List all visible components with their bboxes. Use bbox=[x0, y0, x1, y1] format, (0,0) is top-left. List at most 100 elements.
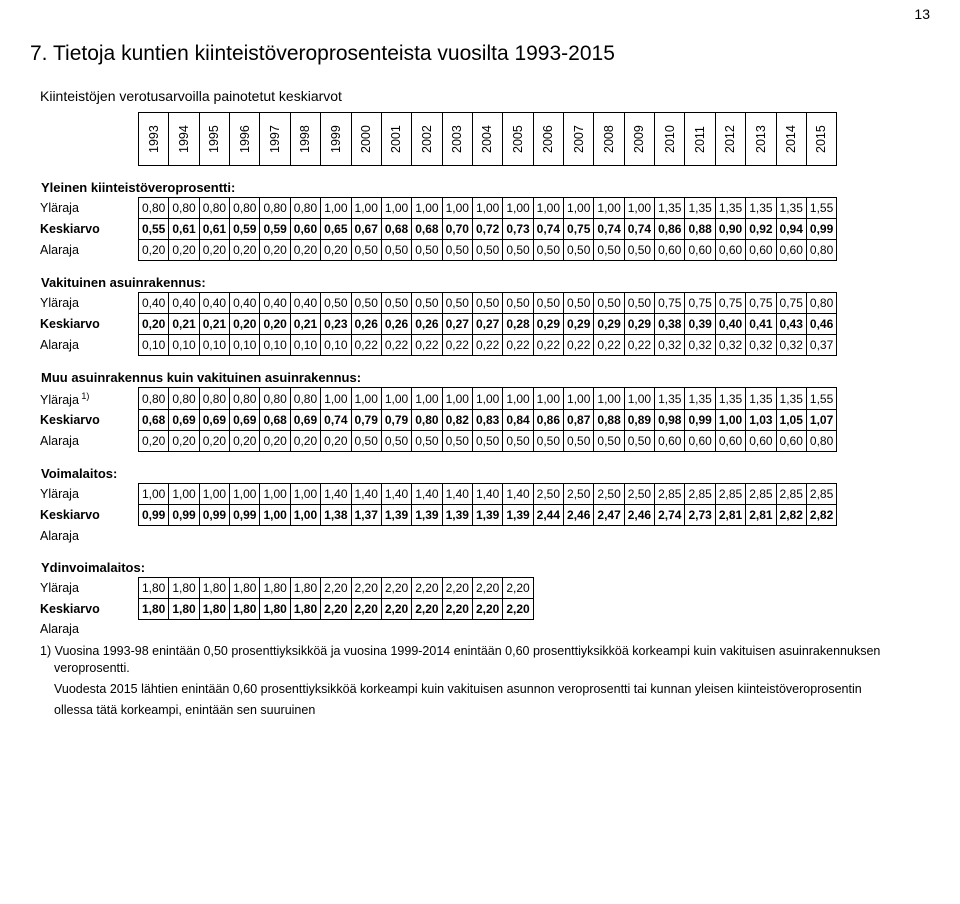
data-cell: 0,74 bbox=[624, 219, 654, 240]
section-title: Tietoja kuntien kiinteistöveroprosenteis… bbox=[53, 42, 615, 65]
data-cell: 0,69 bbox=[230, 410, 260, 431]
data-cell: 0,20 bbox=[230, 240, 260, 261]
year-header: 2006 bbox=[533, 113, 563, 166]
data-cell: 0,74 bbox=[321, 410, 351, 431]
year-header: 2009 bbox=[624, 113, 654, 166]
data-cell: 1,35 bbox=[685, 198, 715, 219]
data-cell: 0,27 bbox=[472, 314, 502, 335]
data-cell: 1,00 bbox=[412, 198, 442, 219]
data-cell: 0,46 bbox=[806, 314, 836, 335]
data-cell: 0,32 bbox=[776, 335, 806, 356]
section-heading: Voimalaitos: bbox=[40, 452, 837, 484]
year-header: 1998 bbox=[290, 113, 320, 166]
data-cell: 1,38 bbox=[321, 505, 351, 526]
data-cell: 0,88 bbox=[685, 219, 715, 240]
year-header: 2000 bbox=[351, 113, 381, 166]
data-cell bbox=[624, 526, 654, 546]
section-heading: Muu asuinrakennus kuin vakituinen asuinr… bbox=[40, 356, 837, 388]
data-cell: 0,29 bbox=[624, 314, 654, 335]
data-cell: 2,85 bbox=[746, 484, 776, 505]
data-cell: 2,47 bbox=[594, 505, 624, 526]
data-cell: 1,00 bbox=[230, 484, 260, 505]
data-cell: 0,55 bbox=[139, 219, 169, 240]
data-cell: 0,50 bbox=[594, 431, 624, 452]
data-cell: 0,50 bbox=[381, 240, 411, 261]
data-cell: 1,39 bbox=[503, 505, 533, 526]
data-cell: 0,40 bbox=[290, 293, 320, 314]
data-cell: 1,80 bbox=[290, 598, 320, 619]
data-cell: 0,40 bbox=[230, 293, 260, 314]
year-header: 1995 bbox=[199, 113, 229, 166]
row-label: Yläraja bbox=[40, 293, 139, 314]
data-cell: 1,00 bbox=[169, 484, 199, 505]
data-cell bbox=[564, 526, 594, 546]
footnote-line-1: 1) Vuosina 1993-98 enintään 0,50 prosent… bbox=[40, 643, 936, 677]
data-cell: 0,82 bbox=[442, 410, 472, 431]
data-cell: 1,03 bbox=[746, 410, 776, 431]
data-cell bbox=[472, 619, 502, 639]
year-header: 2001 bbox=[381, 113, 411, 166]
data-cell: 0,68 bbox=[381, 219, 411, 240]
data-cell: 0,21 bbox=[199, 314, 229, 335]
data-cell: 0,80 bbox=[169, 388, 199, 410]
data-cell: 0,50 bbox=[472, 293, 502, 314]
year-header: 2004 bbox=[472, 113, 502, 166]
data-cell bbox=[533, 526, 563, 546]
data-cell bbox=[199, 619, 229, 639]
data-cell: 1,00 bbox=[564, 388, 594, 410]
data-cell: 2,50 bbox=[533, 484, 563, 505]
data-cell: 0,20 bbox=[230, 314, 260, 335]
data-cell: 0,94 bbox=[776, 219, 806, 240]
data-cell bbox=[564, 598, 594, 619]
data-cell: 1,37 bbox=[351, 505, 381, 526]
data-cell: 1,35 bbox=[655, 198, 685, 219]
data-cell: 0,80 bbox=[260, 388, 290, 410]
data-cell: 1,35 bbox=[776, 198, 806, 219]
data-cell: 0,22 bbox=[503, 335, 533, 356]
year-header: 2011 bbox=[685, 113, 715, 166]
data-cell: 0,50 bbox=[533, 431, 563, 452]
data-cell: 1,39 bbox=[412, 505, 442, 526]
data-cell: 0,75 bbox=[564, 219, 594, 240]
data-cell bbox=[230, 619, 260, 639]
data-cell bbox=[381, 526, 411, 546]
data-cell: 1,35 bbox=[746, 388, 776, 410]
data-cell: 0,50 bbox=[442, 293, 472, 314]
data-cell: 2,20 bbox=[472, 598, 502, 619]
section-heading: Ydinvoimalaitos: bbox=[40, 546, 837, 578]
data-cell bbox=[533, 577, 563, 598]
row-label: Yläraja bbox=[40, 484, 139, 505]
row-label: Keskiarvo bbox=[40, 314, 139, 335]
data-cell: 1,00 bbox=[290, 505, 320, 526]
data-cell: 0,68 bbox=[412, 219, 442, 240]
data-cell: 0,99 bbox=[199, 505, 229, 526]
data-cell: 1,40 bbox=[412, 484, 442, 505]
data-cell: 0,50 bbox=[412, 240, 442, 261]
data-cell: 1,00 bbox=[381, 388, 411, 410]
data-cell: 0,50 bbox=[381, 431, 411, 452]
data-cell: 1,00 bbox=[533, 388, 563, 410]
data-cell: 0,20 bbox=[260, 431, 290, 452]
data-cell: 1,40 bbox=[321, 484, 351, 505]
data-cell: 0,50 bbox=[564, 240, 594, 261]
data-cell: 0,26 bbox=[351, 314, 381, 335]
data-cell: 0,69 bbox=[169, 410, 199, 431]
data-cell bbox=[746, 598, 776, 619]
data-cell bbox=[139, 526, 169, 546]
data-cell: 1,40 bbox=[503, 484, 533, 505]
data-cell: 0,22 bbox=[472, 335, 502, 356]
data-cell bbox=[685, 619, 715, 639]
data-cell: 1,35 bbox=[685, 388, 715, 410]
data-cell: 0,43 bbox=[776, 314, 806, 335]
data-cell: 0,50 bbox=[381, 293, 411, 314]
page-title: 7. Tietoja kuntien kiinteistöveroprosent… bbox=[30, 42, 936, 66]
data-cell: 0,79 bbox=[381, 410, 411, 431]
data-cell: 1,80 bbox=[230, 577, 260, 598]
data-cell: 0,89 bbox=[624, 410, 654, 431]
data-cell: 1,00 bbox=[503, 198, 533, 219]
data-cell bbox=[655, 619, 685, 639]
year-header: 2010 bbox=[655, 113, 685, 166]
data-cell: 1,00 bbox=[260, 505, 290, 526]
data-cell: 0,74 bbox=[594, 219, 624, 240]
data-cell bbox=[624, 598, 654, 619]
